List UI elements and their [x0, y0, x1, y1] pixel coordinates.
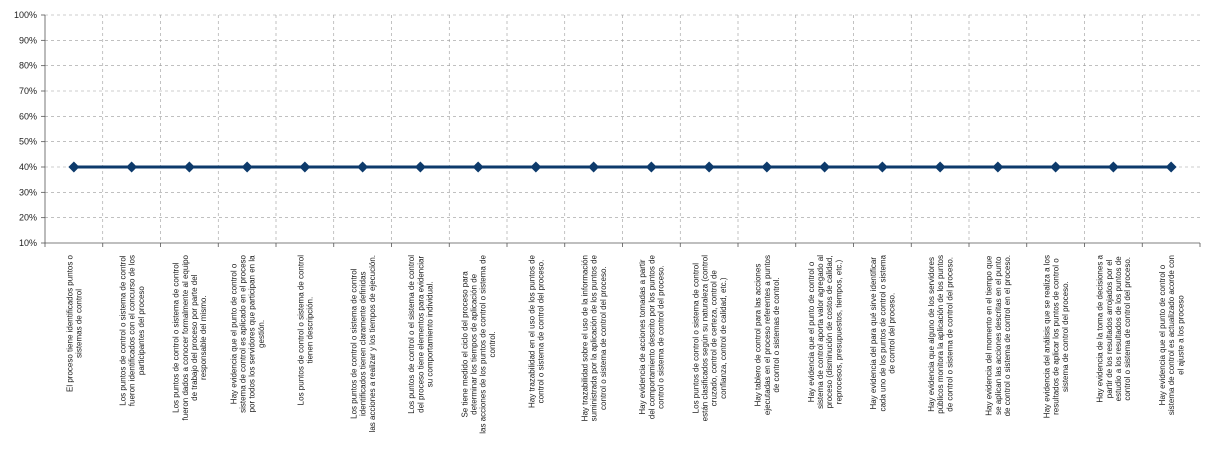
- x-category-label: Hay evidencia del momento en el tiempo q…: [985, 255, 1012, 416]
- y-tick-label: 100%: [14, 10, 37, 20]
- x-category-label: Los puntos de control o el sistema de co…: [407, 255, 434, 414]
- x-category-label: Hay evidencia del análisis que se realiz…: [1042, 255, 1069, 418]
- y-tick-label: 70%: [19, 86, 37, 96]
- y-tick-label: 80%: [19, 61, 37, 71]
- y-tick-label: 60%: [19, 111, 37, 121]
- data-point-marker: [472, 161, 484, 173]
- data-point-marker: [414, 161, 426, 173]
- x-category-label: Hay evidencia de acciones tomadas a part…: [638, 254, 665, 419]
- y-tick-label: 90%: [19, 35, 37, 45]
- data-point-marker: [357, 161, 369, 173]
- data-point-marker: [645, 161, 657, 173]
- data-point-marker: [299, 161, 311, 173]
- data-point-marker: [588, 161, 600, 173]
- y-tick-label: 20%: [19, 213, 37, 223]
- data-point-marker: [819, 161, 831, 173]
- x-category-label: Los puntos de control o sistema de contr…: [349, 255, 376, 432]
- data-point-marker: [703, 161, 715, 173]
- data-point-marker: [68, 161, 80, 173]
- data-point-marker: [1165, 161, 1177, 173]
- x-category-label: Hay evidencia de la toma de decisiones a…: [1096, 254, 1133, 402]
- data-point-marker: [934, 161, 946, 173]
- x-category-label: El proceso tiene identificados puntos os…: [65, 254, 83, 392]
- y-tick-label: 30%: [19, 187, 37, 197]
- x-category-label: Los puntos de control o sistema de contr…: [691, 255, 728, 422]
- x-category-label: Se tiene medido el ciclo del proceso par…: [460, 254, 497, 433]
- gridlines: [45, 14, 1200, 243]
- axes: [41, 14, 1201, 247]
- data-point-marker: [876, 161, 888, 173]
- x-category-label: Hay evidencia del para qué sirve identif…: [869, 254, 896, 411]
- x-category-label: Hay evidencia que el punto de control os…: [807, 255, 844, 409]
- x-category-label: Hay trazabilidad en el uso de los puntos…: [527, 254, 545, 408]
- data-point-marker: [530, 161, 542, 173]
- data-point-marker: [126, 161, 138, 173]
- x-category-label: Hay evidencia que alguno de los servidor…: [927, 255, 954, 414]
- x-axis-category-labels: El proceso tiene identificados puntos os…: [65, 254, 1185, 433]
- data-point-marker: [761, 161, 773, 173]
- y-tick-label: 10%: [19, 238, 37, 248]
- y-tick-label: 40%: [19, 162, 37, 172]
- y-tick-label: 50%: [19, 137, 37, 147]
- y-axis-tick-labels: 10% 20% 30% 40% 50% 60% 70% 80% 90% 100%: [14, 10, 37, 248]
- data-point-marker: [992, 161, 1004, 173]
- x-category-label: Hay trazabilidad sobre el uso de la info…: [580, 254, 607, 421]
- x-category-label: Hay tablero de control para las acciones…: [754, 255, 781, 415]
- data-point-marker: [183, 161, 195, 173]
- x-category-label: Los puntos de control o sistema de contr…: [296, 255, 314, 406]
- x-category-label: Hay evidencia que el punto de control os…: [1158, 255, 1185, 415]
- x-category-label: Los puntos de control o sistema de contr…: [172, 254, 209, 420]
- data-point-marker: [1107, 161, 1119, 173]
- x-category-label: Hay evidencia que el punto de control os…: [229, 254, 266, 412]
- data-point-marker: [1050, 161, 1062, 173]
- data-point-marker: [241, 161, 253, 173]
- x-category-label: Los puntos de control o sistema de contr…: [118, 255, 145, 406]
- data-markers: [68, 161, 1177, 173]
